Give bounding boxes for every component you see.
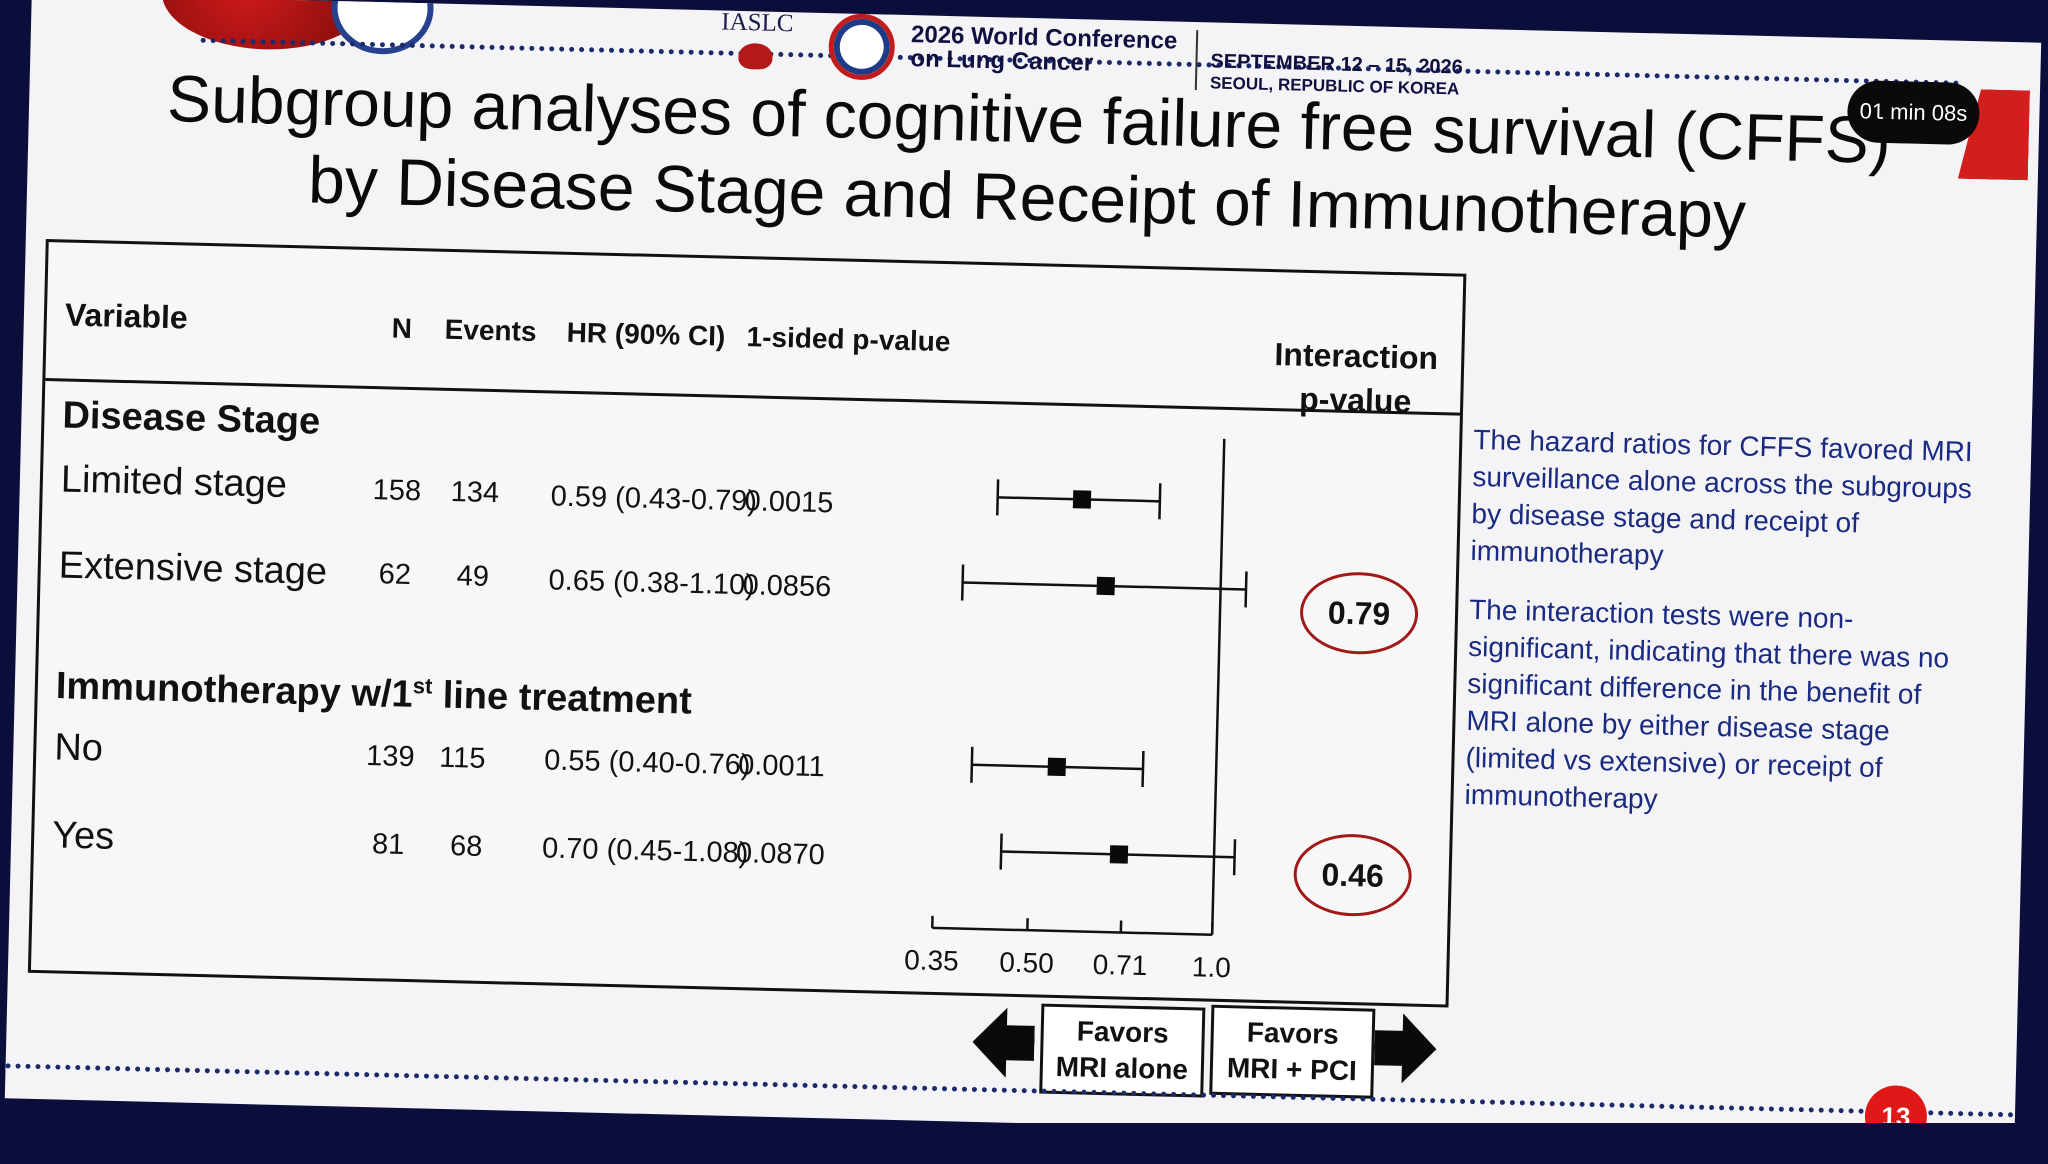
summary-note-1: The hazard ratios for CFFS favored MRI s… bbox=[1470, 423, 1974, 571]
x-axis-line bbox=[932, 926, 1213, 936]
favors-mri-pci-box: Favors MRI + PCI bbox=[1209, 1004, 1376, 1099]
forest-plot: 0.35 0.50 0.71 1.0 bbox=[904, 438, 1248, 983]
lung-icon bbox=[738, 42, 773, 70]
x-axis-tick-label: 1.0 bbox=[1192, 951, 1232, 983]
favors-mri-alone-box: Favors MRI alone bbox=[1039, 1003, 1206, 1098]
ci-cap-high bbox=[1232, 839, 1237, 876]
hr-point-marker bbox=[1109, 845, 1129, 864]
ci-cap-low bbox=[999, 833, 1003, 870]
ci-cap-low bbox=[960, 564, 965, 601]
iaslc-logo-text: IASLC bbox=[720, 8, 794, 38]
ci-cap-low bbox=[970, 746, 974, 783]
arrow-right-icon bbox=[1374, 1013, 1438, 1084]
dotted-divider-bottom bbox=[5, 1063, 2016, 1118]
screen-bottom-band bbox=[0, 1123, 2048, 1164]
x-axis-tick-label: 0.71 bbox=[1092, 949, 1147, 981]
ci-cap-high bbox=[1141, 750, 1145, 788]
forest-plot-panel: Variable N Events HR (90% CI) 1-sided p-… bbox=[27, 239, 1467, 1008]
favors-right-line2: MRI + PCI bbox=[1226, 1052, 1358, 1087]
favors-right-line1: Favors bbox=[1246, 1016, 1340, 1050]
conference-title: 2026 World Conference on Lung Cancer bbox=[910, 21, 1177, 77]
summary-note-2: The interaction tests were non-significa… bbox=[1464, 593, 1950, 815]
summary-notes: The hazard ratios for CFFS favored MRI s… bbox=[1464, 421, 1974, 847]
hr-point-marker bbox=[1047, 757, 1066, 777]
iaslc-logo: IASLC bbox=[720, 8, 802, 80]
x-axis-tick-label: 0.35 bbox=[904, 944, 959, 976]
ci-cap-high bbox=[1158, 483, 1162, 520]
ci-cap-low bbox=[995, 479, 1000, 516]
hr-point-marker bbox=[1096, 576, 1115, 596]
conference-seal-icon bbox=[827, 13, 896, 81]
favors-left-line2: MRI alone bbox=[1055, 1050, 1189, 1086]
slide-title: Subgroup analyses of cognitive failure f… bbox=[156, 59, 1899, 257]
hr-point-marker bbox=[1072, 490, 1092, 509]
arrow-left-icon bbox=[972, 1007, 1036, 1078]
slide: IASLC 2026 World Conference on Lung Canc… bbox=[4, 0, 2042, 1148]
ci-cap-high bbox=[1244, 571, 1248, 608]
reference-line bbox=[1210, 438, 1226, 935]
favors-left-line1: Favors bbox=[1076, 1015, 1170, 1049]
header-divider bbox=[1194, 30, 1199, 91]
x-axis-tick-label: 0.50 bbox=[999, 947, 1054, 979]
